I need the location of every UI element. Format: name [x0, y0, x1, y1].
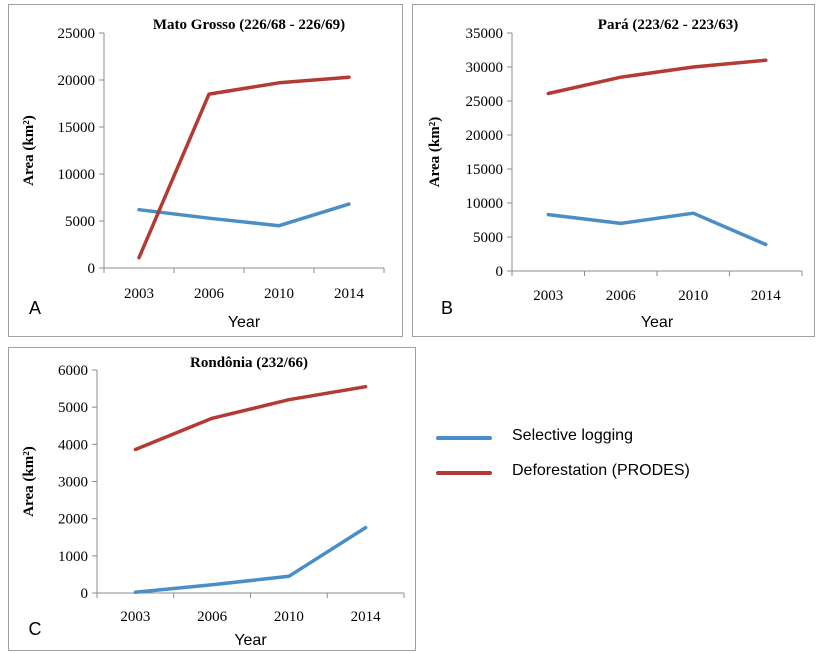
- x-tick-label: 2003: [533, 288, 563, 304]
- x-axis-label: Year: [228, 314, 261, 331]
- y-tick-label: 0: [81, 586, 89, 602]
- x-tick-label: 2010: [264, 286, 294, 302]
- y-tick-label: 0: [496, 264, 504, 280]
- y-tick-label: 2000: [58, 512, 88, 528]
- y-tick-label: 5000: [58, 400, 88, 416]
- series-line-deforestation-prodes: [546, 58, 768, 96]
- panel-letter: A: [29, 298, 41, 318]
- legend-swatch-deforestation: [436, 471, 492, 475]
- series-line-selective-logging: [546, 211, 768, 247]
- x-axis-label: Year: [234, 632, 267, 649]
- legend-label-selective-logging: Selective logging: [512, 427, 633, 444]
- chart-title: Pará (223/62 - 223/63): [598, 17, 738, 33]
- y-axis-label: Area (km²): [21, 115, 37, 185]
- chart-panel-rondonia: Rondônia (232/66) 0 1000 2000 3000 4000 5000 60…: [8, 347, 416, 651]
- y-tick-label: 10000: [58, 167, 96, 183]
- chart-mato-grosso: Mato Grosso (226/68 - 226/69) 0 5000 10000 1…: [21, 17, 385, 331]
- chart-para: Pará (223/62 - 223/63) 0 5000 10000 15000 200…: [427, 17, 803, 331]
- x-tick-label: 2006: [606, 288, 637, 304]
- x-tick-label: 2006: [194, 286, 225, 302]
- y-tick-label: 4000: [58, 437, 88, 453]
- panel-letter: B: [441, 298, 453, 318]
- y-tick-label: 10000: [466, 196, 504, 212]
- legend: Selective logging Deforestation (PRODES): [430, 420, 790, 490]
- x-axis-label: Year: [641, 314, 674, 331]
- x-tick-label: 2010: [274, 609, 304, 625]
- legend-item-deforestation: Deforestation (PRODES): [430, 461, 790, 485]
- y-tick-label: 1000: [58, 549, 88, 565]
- y-tick-label: 15000: [58, 120, 96, 136]
- panel-letter: C: [29, 619, 42, 639]
- series-line-selective-logging: [133, 525, 368, 595]
- x-tick-label: 2003: [120, 609, 150, 625]
- x-tick-label: 2010: [678, 288, 708, 304]
- y-axis-label: Area (km²): [21, 446, 37, 516]
- legend-label-deforestation: Deforestation (PRODES): [512, 462, 690, 479]
- y-tick-label: 5000: [473, 230, 503, 246]
- legend-item-selective-logging: Selective logging: [430, 426, 790, 450]
- series-line-deforestation-prodes: [137, 75, 351, 260]
- x-tick-label: 2003: [124, 286, 154, 302]
- y-tick-label: 6000: [58, 363, 88, 379]
- x-tick-label: 2014: [334, 286, 365, 302]
- y-tick-label: 3000: [58, 475, 88, 491]
- series-line-deforestation-prodes: [133, 384, 368, 452]
- y-tick-label: 0: [88, 261, 96, 277]
- y-tick-label: 25000: [466, 94, 504, 110]
- y-tick-label: 20000: [466, 128, 504, 144]
- x-tick-label: 2006: [197, 609, 228, 625]
- legend-swatch-selective-logging: [436, 436, 492, 440]
- y-tick-label: 25000: [58, 26, 96, 42]
- y-tick-label: 30000: [466, 60, 504, 76]
- chart-panel-para: Pará (223/62 - 223/63) 0 5000 10000 15000 200…: [412, 4, 815, 337]
- y-tick-label: 15000: [466, 162, 504, 178]
- x-tick-label: 2014: [751, 288, 782, 304]
- y-tick-label: 35000: [466, 26, 504, 42]
- series-line-selective-logging: [137, 202, 351, 228]
- chart-title: Rondônia (232/66): [190, 355, 308, 371]
- y-tick-label: 5000: [65, 214, 95, 230]
- chart-panel-mato-grosso: Mato Grosso (226/68 - 226/69) 0 5000 10000 1…: [8, 4, 403, 337]
- chart-title: Mato Grosso (226/68 - 226/69): [153, 17, 345, 33]
- y-axis-label: Area (km²): [427, 117, 443, 187]
- y-tick-label: 20000: [58, 73, 96, 89]
- chart-rondonia: Rondônia (232/66) 0 1000 2000 3000 4000 5000 60…: [21, 355, 405, 649]
- x-tick-label: 2014: [351, 609, 382, 625]
